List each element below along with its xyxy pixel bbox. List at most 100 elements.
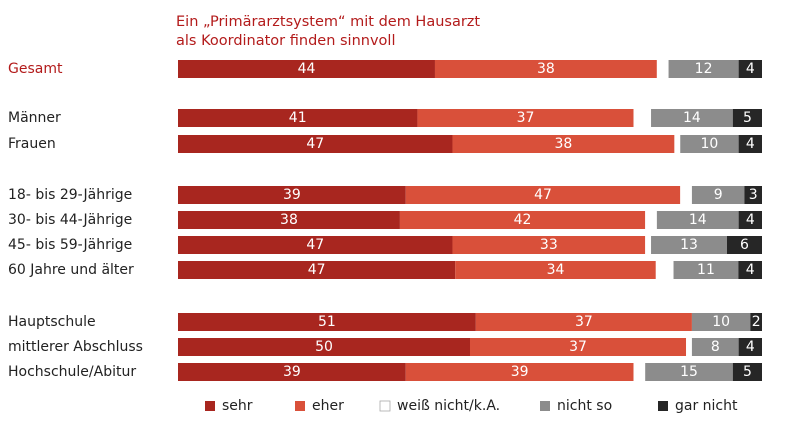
bar-segment-nicht-so (691, 313, 751, 331)
data-label-gar-nicht: 4 (746, 262, 755, 278)
data-label-sehr: 44 (298, 61, 316, 77)
category-label-18-bis-29-jährige: 18- bis 29-Jährige (8, 187, 132, 203)
data-label-gar-nicht: 2 (752, 314, 761, 330)
legend-item-weiß-nicht-k-a: weiß nicht/k.A. (379, 398, 500, 414)
data-label-nicht-so: 14 (683, 110, 701, 126)
data-label-sehr: 50 (315, 339, 333, 355)
bar-segment-gar-nicht (732, 363, 762, 381)
bar-segment-weiß-nicht-k-a (655, 261, 674, 279)
data-label-eher: 37 (517, 110, 535, 126)
bar-segment-gar-nicht (738, 211, 762, 229)
category-label-mittlerer-abschluss: mittlerer Abschluss (8, 339, 143, 355)
bar-segment-sehr (178, 261, 456, 279)
category-label-30-bis-44-jährige: 30- bis 44-Jährige (8, 212, 132, 228)
bar-row-frauen: 47 38 10 4 (178, 135, 762, 153)
category-labels: Gesamt Männer Frauen 18- bis 29-Jährige 30- … (8, 61, 143, 380)
bar-segment-nicht-so (651, 236, 727, 254)
bar-segment-sehr (178, 186, 406, 204)
data-label-nicht-so: 11 (697, 262, 715, 278)
data-label-sehr: 47 (308, 262, 326, 278)
data-label-gar-nicht: 6 (740, 237, 749, 253)
bar-row-gesamt: 44 38 12 4 (178, 60, 762, 78)
legend-label-gar-nicht: gar nicht (675, 398, 738, 414)
bar-segment-sehr (178, 109, 418, 127)
data-label-sehr: 51 (318, 314, 336, 330)
data-label-nicht-so: 10 (701, 136, 719, 152)
data-label-nicht-so: 10 (712, 314, 730, 330)
bar-segment-gar-nicht (750, 313, 762, 331)
data-label-eher: 38 (555, 136, 573, 152)
bar-segment-eher (475, 313, 692, 331)
data-label-gar-nicht: 5 (743, 110, 752, 126)
data-label-eher: 33 (540, 237, 558, 253)
chart-title-line-2: als Koordinator finden sinnvoll (176, 33, 395, 49)
bar-segment-weiß-nicht-k-a (633, 109, 652, 127)
data-label-eher: 34 (547, 262, 565, 278)
bar-segment-sehr (178, 211, 400, 229)
bar-segment-nicht-so (673, 261, 739, 279)
data-label-gar-nicht: 4 (746, 212, 755, 228)
data-label-eher: 37 (569, 339, 587, 355)
bar-segment-eher (452, 236, 646, 254)
data-label-gar-nicht: 5 (743, 364, 752, 380)
data-label-gar-nicht: 3 (749, 187, 758, 203)
category-label-männer: Männer (8, 110, 61, 126)
legend-item-nicht-so: nicht so (540, 398, 612, 414)
bar-segment-nicht-so (651, 109, 733, 127)
bar-segment-eher (452, 135, 675, 153)
legend-swatch-sehr (205, 401, 215, 411)
bar-segment-gar-nicht (738, 261, 762, 279)
data-label-eher: 37 (575, 314, 593, 330)
data-label-eher: 39 (511, 364, 529, 380)
data-label-eher: 42 (514, 212, 532, 228)
data-label-nicht-so: 14 (689, 212, 707, 228)
legend-swatch-nicht-so (540, 401, 550, 411)
data-label-sehr: 38 (280, 212, 298, 228)
bar-segment-sehr (178, 135, 453, 153)
bar-row-18-bis-29-jährige: 39 47 9 3 (178, 186, 762, 204)
category-label-45-bis-59-jährige: 45- bis 59-Jährige (8, 237, 132, 253)
bar-segment-gar-nicht (726, 236, 762, 254)
bar-segment-gar-nicht (738, 338, 762, 356)
bar-segment-nicht-so (691, 186, 745, 204)
bar-segment-eher (417, 109, 634, 127)
bar-segment-sehr (178, 363, 406, 381)
bar-segment-weiß-nicht-k-a (633, 363, 646, 381)
legend-label-weiß-nicht-k-a: weiß nicht/k.A. (397, 398, 500, 414)
bar-segment-weiß-nicht-k-a (645, 211, 657, 229)
bar-row-mittlerer-abschluss: 50 37 8 4 (178, 338, 762, 356)
data-label-sehr: 39 (283, 187, 301, 203)
category-label-hauptschule: Hauptschule (8, 314, 96, 330)
category-label-60-jahre-und-älter: 60 Jahre und älter (8, 262, 134, 278)
bar-row-45-bis-59-jährige: 47 33 13 6 (178, 236, 762, 254)
data-label-eher: 38 (537, 61, 555, 77)
bar-segment-weiß-nicht-k-a (645, 236, 652, 254)
bar-segment-weiß-nicht-k-a (686, 338, 692, 356)
data-label-sehr: 47 (306, 237, 324, 253)
bar-segment-eher (434, 60, 657, 78)
bar-row-hauptschule: 51 37 10 2 (178, 313, 762, 331)
bar-segment-sehr (178, 236, 453, 254)
category-label-hochschule-abitur: Hochschule/Abitur (8, 364, 136, 380)
legend-swatch-gar-nicht (658, 401, 668, 411)
data-label-nicht-so: 12 (695, 61, 713, 77)
bar-segment-eher (455, 261, 656, 279)
bar-row-hochschule-abitur: 39 39 15 5 (178, 363, 762, 381)
bar-row-30-bis-44-jährige: 38 42 14 4 (178, 211, 762, 229)
data-label-nicht-so: 13 (680, 237, 698, 253)
legend-item-eher: eher (295, 398, 344, 414)
data-label-nicht-so: 8 (711, 339, 720, 355)
data-label-gar-nicht: 4 (746, 339, 755, 355)
chart-title-line-1: Ein „Primärarztsystem“ mit dem Hausarzt (176, 14, 480, 30)
bar-segment-nicht-so (691, 338, 739, 356)
data-label-sehr: 47 (306, 136, 324, 152)
legend-swatch-eher (295, 401, 305, 411)
data-label-sehr: 41 (289, 110, 307, 126)
category-label-gesamt: Gesamt (8, 61, 63, 77)
data-label-nicht-so: 9 (714, 187, 723, 203)
legend-label-sehr: sehr (222, 398, 253, 414)
category-label-frauen: Frauen (8, 136, 56, 152)
bar-segment-weiß-nicht-k-a (656, 60, 669, 78)
bar-segment-eher (399, 211, 646, 229)
